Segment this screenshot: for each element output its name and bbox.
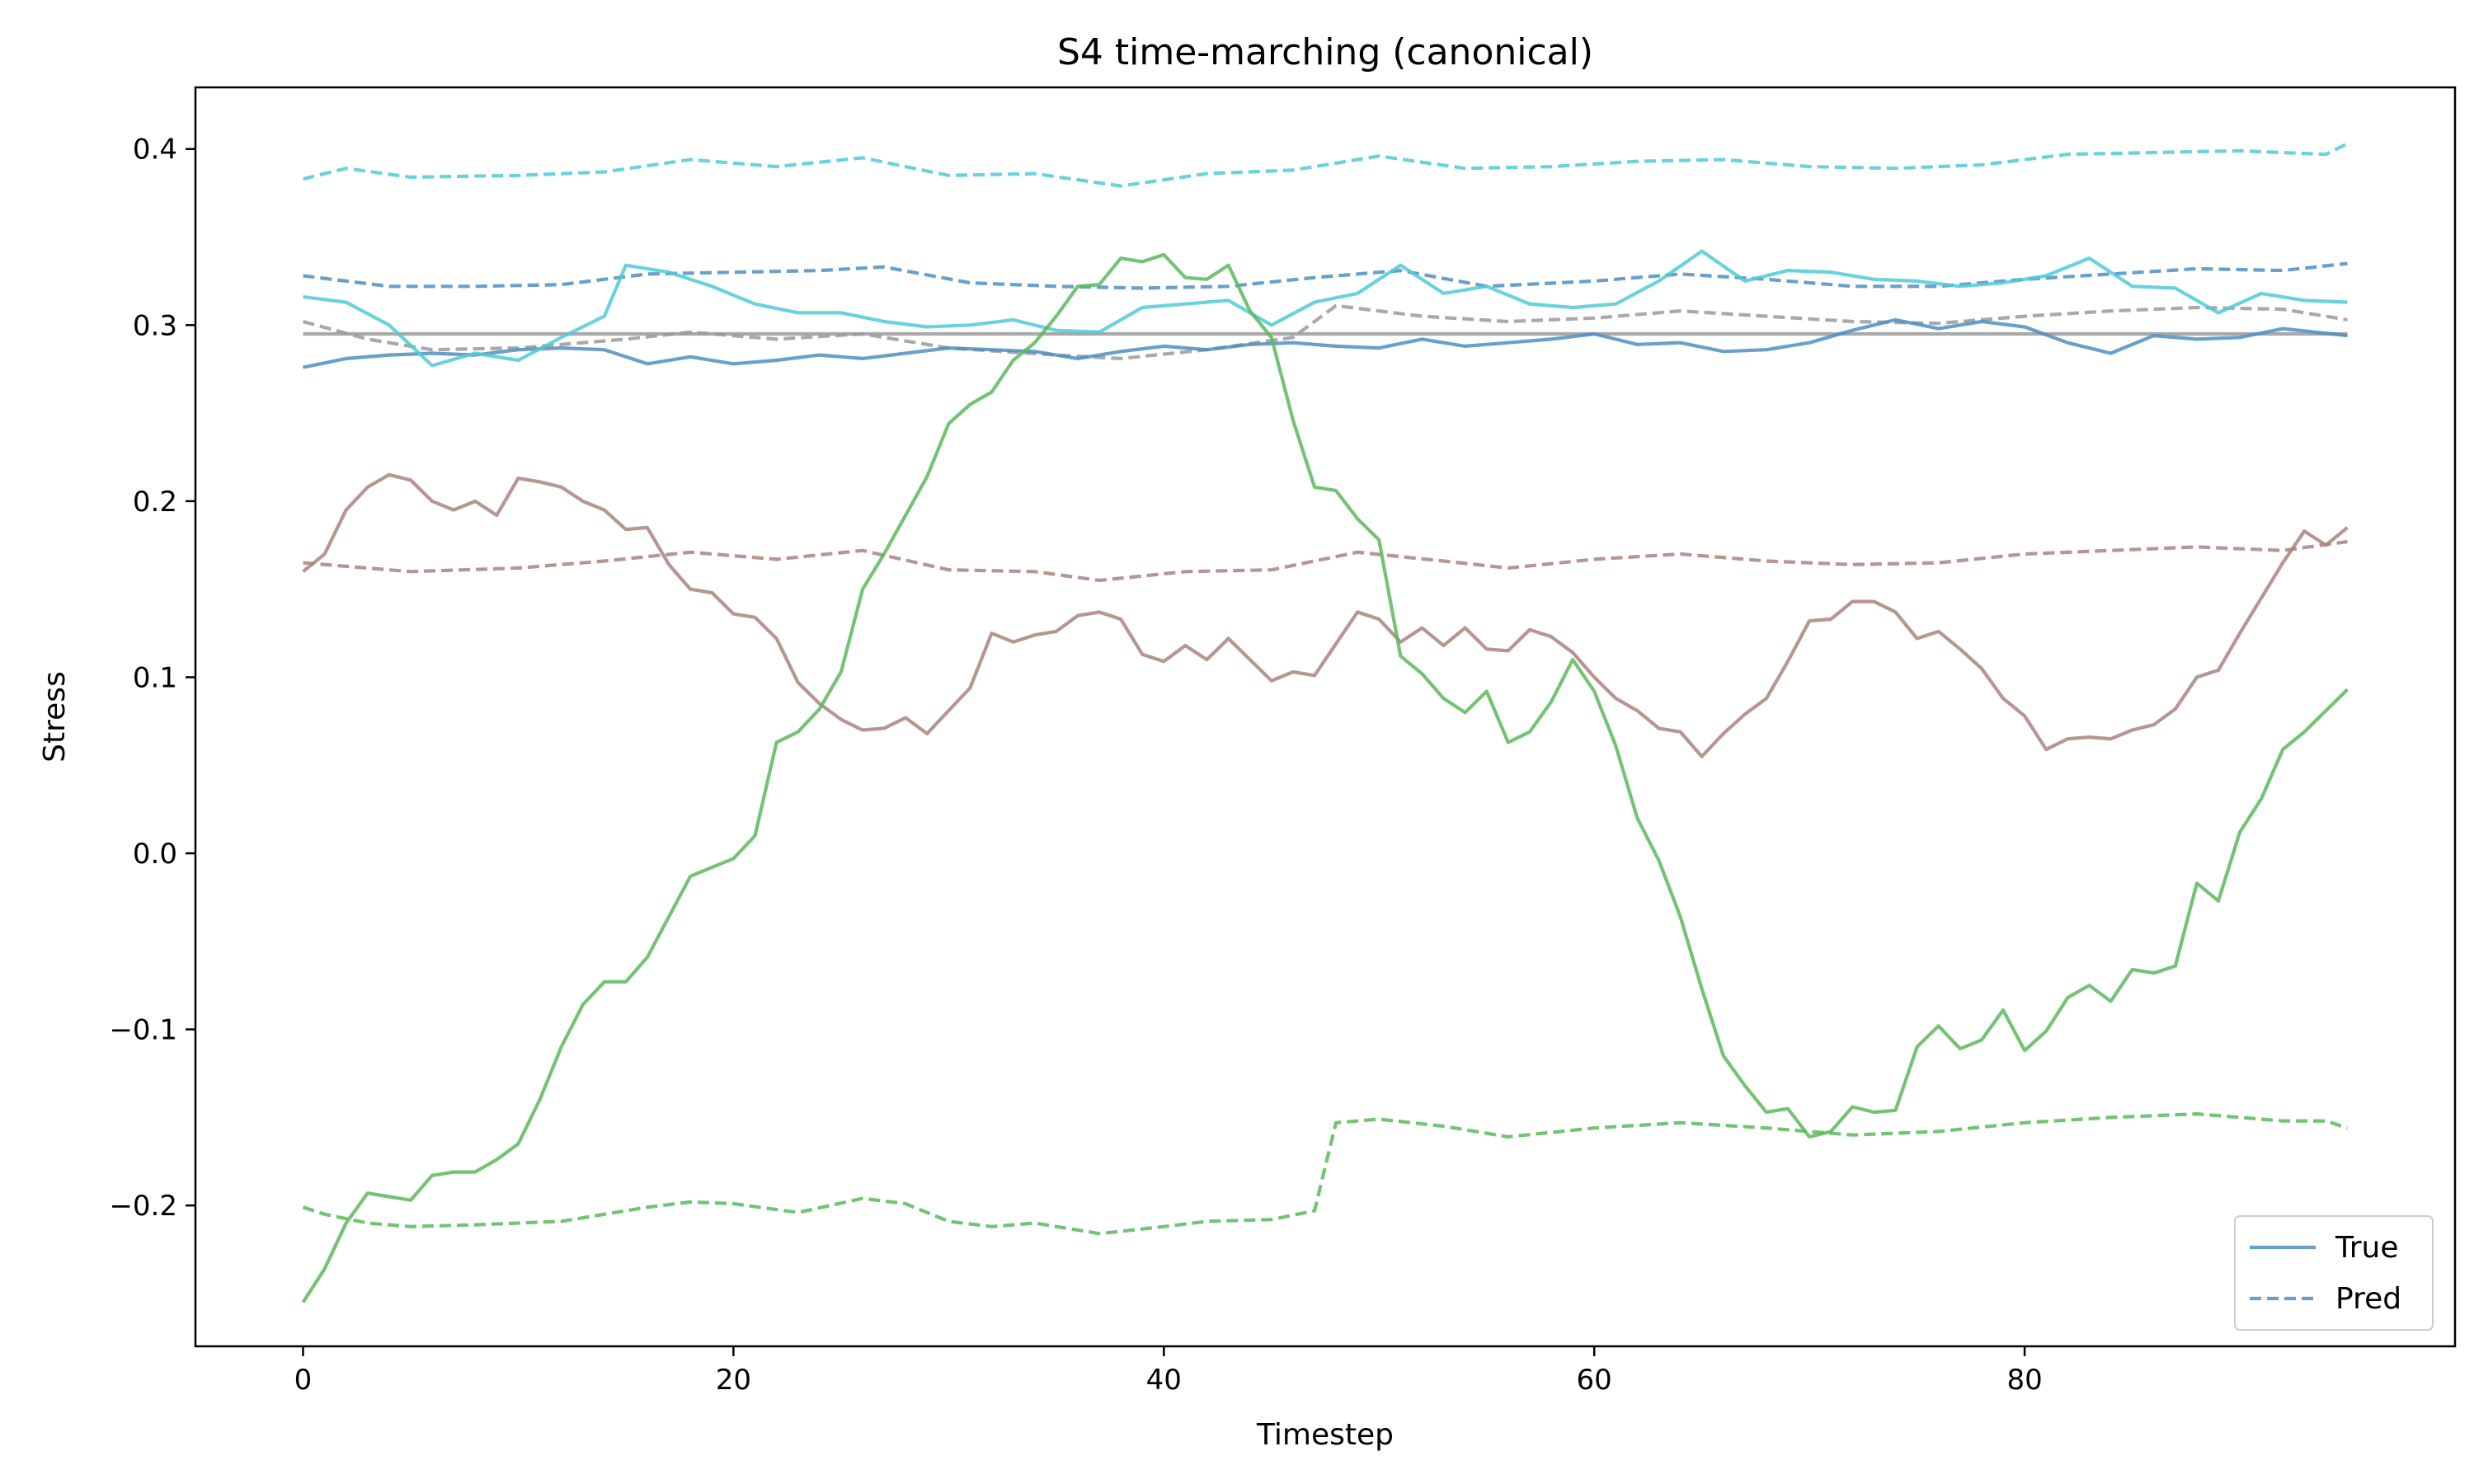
series-1-pred-line [302, 303, 2348, 361]
x-tick-label: 0 [294, 1364, 313, 1397]
x-axis: 0 20 40 60 80 [294, 1346, 2043, 1397]
series-3-pred-line [302, 142, 2349, 188]
y-tick-label: 0.1 [133, 661, 177, 694]
y-tick-label: −0.1 [109, 1014, 177, 1047]
y-tick-label: 0.0 [133, 838, 177, 871]
series-4-pred-line [303, 539, 2348, 583]
x-axis-label: Timestep [1256, 1418, 1394, 1452]
y-axis-label: Stress [38, 671, 72, 763]
y-axis: −0.2 −0.1 0.0 0.1 0.2 0.3 0.4 [109, 134, 195, 1223]
plot-frame [194, 86, 2457, 1348]
x-tick-label: 80 [2006, 1364, 2042, 1397]
x-tick-label: 20 [716, 1364, 751, 1397]
legend: True Pred [2234, 1215, 2434, 1331]
series-layer [301, 142, 2349, 1303]
legend-pred-label: Pred [2335, 1282, 2401, 1316]
y-tick-label: 0.4 [133, 134, 177, 167]
x-tick-label: 40 [1146, 1364, 1182, 1397]
series-5-true-line [301, 252, 2349, 1303]
legend-box [2234, 1215, 2434, 1331]
series-5-pred-line [302, 1111, 2349, 1236]
series-2-true-line [303, 317, 2348, 369]
y-tick-label: −0.2 [109, 1190, 177, 1223]
series-2-pred-line [303, 261, 2348, 290]
x-tick-label: 60 [1577, 1364, 1612, 1397]
y-tick-label: 0.3 [133, 309, 177, 342]
series-3-true-line [303, 249, 2348, 368]
series-4-true-line [302, 472, 2349, 758]
y-tick-label: 0.2 [133, 486, 177, 519]
chart-title: S4 time-marching (canonical) [1057, 31, 1593, 73]
legend-true-label: True [2335, 1231, 2398, 1265]
